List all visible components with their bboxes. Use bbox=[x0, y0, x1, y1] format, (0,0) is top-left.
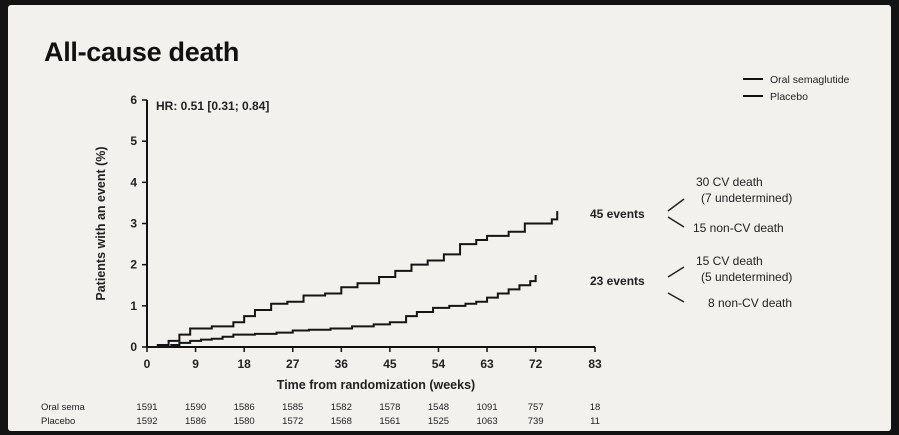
risk-cell: 739 bbox=[528, 416, 544, 427]
placebo-events-label: 45 events bbox=[590, 207, 645, 221]
x-tick-label: 9 bbox=[192, 357, 199, 371]
x-axis-label: Time from randomization (weeks) bbox=[277, 378, 475, 392]
y-tick-label: 4 bbox=[130, 175, 137, 189]
risk-cell: 18 bbox=[590, 402, 601, 413]
risk-cell: 1548 bbox=[428, 402, 449, 413]
risk-cell: 1580 bbox=[234, 416, 255, 427]
x-tick-label: 18 bbox=[237, 357, 251, 371]
risk-cell: 1578 bbox=[379, 402, 400, 413]
x-tick-label: 72 bbox=[529, 357, 543, 371]
x-tick-label: 36 bbox=[335, 357, 349, 371]
callout-line bbox=[667, 198, 685, 212]
sema-events-label: 23 events bbox=[590, 274, 645, 288]
legend-label: Oral semaglutide bbox=[770, 74, 850, 86]
risk-cell: 757 bbox=[528, 402, 544, 413]
callout-line bbox=[667, 266, 685, 278]
x-tick-label: 83 bbox=[588, 357, 602, 371]
x-tick-label: 45 bbox=[383, 357, 397, 371]
risk-cell: 1568 bbox=[331, 416, 352, 427]
risk-cell: 1586 bbox=[185, 416, 206, 427]
placebo-undetermined: (7 undetermined) bbox=[701, 191, 792, 205]
y-tick-label: 0 bbox=[130, 340, 137, 354]
risk-row-label: Oral sema bbox=[41, 402, 86, 413]
y-tick-label: 5 bbox=[130, 134, 137, 148]
placebo-non-cv-death: 15 non-CV death bbox=[693, 221, 784, 235]
y-tick-label: 6 bbox=[130, 93, 137, 107]
series-line-placebo bbox=[147, 211, 559, 348]
y-axis-label: Patients with an event (%) bbox=[94, 146, 108, 300]
risk-cell: 1586 bbox=[234, 402, 255, 413]
risk-cell: 11 bbox=[590, 416, 600, 427]
placebo-cv-death: 30 CV death bbox=[696, 175, 763, 189]
callout-line bbox=[667, 292, 685, 303]
risk-cell: 1561 bbox=[379, 416, 400, 427]
sema-non-cv-death: 8 non-CV death bbox=[708, 296, 792, 310]
page-title: All-cause death bbox=[44, 37, 240, 67]
risk-cell: 1582 bbox=[331, 402, 352, 413]
y-tick-label: 3 bbox=[130, 217, 137, 231]
risk-cell: 1591 bbox=[136, 402, 157, 413]
risk-cell: 1590 bbox=[185, 402, 206, 413]
callout-line bbox=[667, 216, 685, 228]
risk-cell: 1572 bbox=[282, 416, 303, 427]
risk-cell: 1585 bbox=[282, 402, 303, 413]
sema-undetermined: (5 undetermined) bbox=[701, 270, 792, 284]
x-tick-label: 54 bbox=[432, 357, 446, 371]
slide: All-cause death 0 1 2 3 4 5 6 0 9 18 27 36 45 54 63 72 8… bbox=[8, 5, 891, 431]
y-tick-label: 2 bbox=[130, 258, 137, 272]
series-line-oral-semaglutide bbox=[147, 274, 537, 348]
risk-cell: 1592 bbox=[136, 416, 157, 427]
y-tick-label: 1 bbox=[130, 299, 137, 313]
risk-cell: 1063 bbox=[476, 416, 497, 427]
x-tick-label: 63 bbox=[480, 357, 494, 371]
legend-label: Placebo bbox=[770, 91, 808, 103]
hazard-ratio-label: HR: 0.51 [0.31; 0.84] bbox=[156, 99, 269, 113]
x-tick-label: 0 bbox=[144, 357, 151, 371]
risk-cell: 1091 bbox=[476, 402, 497, 413]
x-tick-label: 27 bbox=[286, 357, 300, 371]
risk-cell: 1525 bbox=[428, 416, 449, 427]
risk-row-label: Placebo bbox=[41, 416, 75, 427]
sema-cv-death: 15 CV death bbox=[696, 254, 763, 268]
